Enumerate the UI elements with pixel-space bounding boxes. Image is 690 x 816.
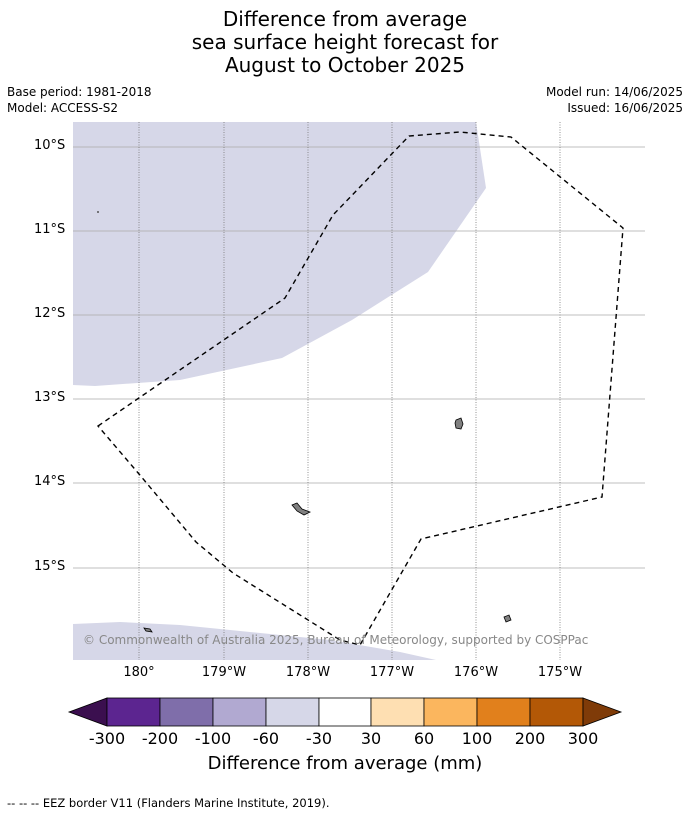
island-c [503,614,512,623]
colorbar-bin [476,697,531,727]
colorbar-tick-label: 30 [360,729,382,748]
colorbar-tick-label: 60 [413,729,435,748]
lon-label: 176°W [453,665,499,680]
eez-border [96,131,624,646]
colorbar-tick-label: 300 [567,729,599,748]
lat-label: 15°S [34,559,66,574]
lon-label: 177°W [369,665,415,680]
colorbar-label: Difference from average (mm) [207,753,483,774]
longitude-gridlines [138,122,561,660]
colorbar-tick-label: 200 [514,729,546,748]
anomaly-region-south [73,622,436,660]
model-text: Model: ACCESS-S2 [7,101,119,115]
anomaly-region-north [73,122,486,386]
colorbar-tick-label: -100 [194,729,232,748]
colorbar-bin [212,697,267,727]
colorbar-tick-label: -300 [88,729,126,748]
lat-label: 12°S [34,306,66,321]
lat-label: 11°S [34,222,66,237]
islands [143,417,512,633]
colorbar-bin [370,697,425,727]
lat-label: 13°S [34,390,66,405]
title-line-3: August to October 2025 [224,53,466,77]
lat-label: 14°S [34,474,66,489]
latitude-gridlines [73,146,645,569]
colorbar-bin [159,697,214,727]
colorbar [67,697,623,727]
title-line-2: sea surface height forecast for [191,30,499,54]
eez-legend-note: -- -- -- EEZ border V11 (Flanders Marine… [7,796,330,810]
lon-label: 178°W [285,665,331,680]
colorbar-bin [265,697,320,727]
lon-label: 180° [123,665,155,680]
lon-label: 179°W [201,665,247,680]
copyright-notice: © Commonwealth of Australia 2025, Bureau… [83,633,589,647]
colorbar-tick-label: -60 [252,729,280,748]
colorbar-bin [423,697,478,727]
colorbar-min-extend [67,697,108,727]
colorbar-bin [529,697,584,727]
base-period-text: Base period: 1981-2018 [7,85,152,99]
colorbar-max-extend [582,697,623,727]
colorbar-tick-label: -30 [305,729,333,748]
map-title: Difference from average sea surface heig… [0,8,690,77]
model-run-text: Model run: 14/06/2025 [545,85,683,99]
lon-label: 175°W [537,665,583,680]
island-b [291,502,311,516]
meta-left: Base period: 1981-2018 Model: ACCESS-S2 [7,84,152,116]
meta-right: Model run: 14/06/2025 Issued: 16/06/2025 [546,84,683,116]
lat-label: 10°S [34,138,66,153]
islet-dot [97,211,99,213]
colorbar-tick-label: -200 [141,729,179,748]
island-d [143,627,153,633]
island-a [454,417,464,430]
issued-text: Issued: 16/06/2025 [567,101,683,115]
map-area [73,122,645,660]
colorbar-bin [106,697,161,727]
title-line-1: Difference from average [222,7,468,31]
colorbar-tick-label: 100 [461,729,493,748]
colorbar-bin [318,697,372,727]
